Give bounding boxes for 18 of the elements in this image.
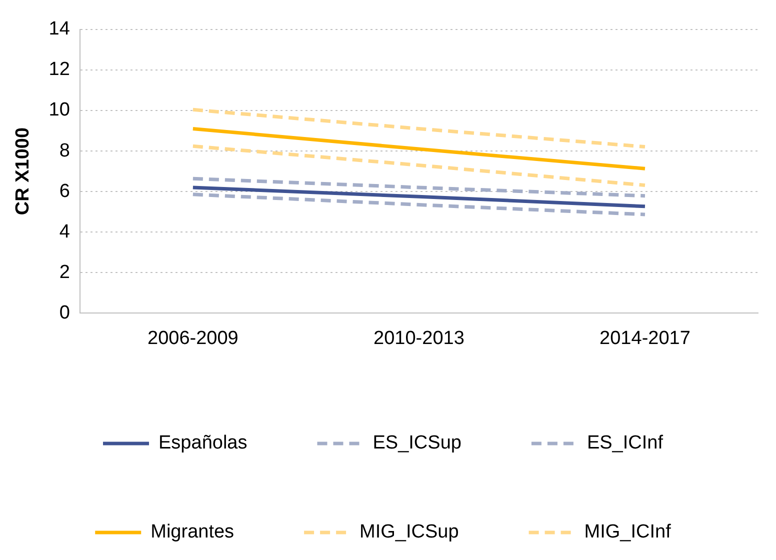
- y-tick-label: 4: [59, 221, 70, 242]
- x-tick-label: 2014-2017: [600, 328, 690, 349]
- legend-label: Migrantes: [150, 522, 234, 543]
- y-axis-title: CR X1000: [12, 127, 34, 216]
- legend-label: ES_ICSup: [372, 432, 462, 454]
- y-tick-label: 14: [48, 18, 70, 40]
- x-tick-label: 2010-2013: [374, 328, 464, 349]
- y-tick-label: 2: [59, 262, 70, 283]
- x-tick-label: 2006-2009: [148, 328, 238, 349]
- legend-label: MIG_ICSup: [360, 522, 459, 543]
- legend-label: ES_ICInf: [586, 432, 664, 454]
- y-tick-label: 0: [59, 302, 70, 324]
- y-tick-label: 10: [48, 100, 70, 121]
- legend-label: Españolas: [158, 432, 248, 454]
- y-tick-label: 12: [48, 59, 70, 80]
- y-tick-label: 6: [59, 180, 70, 202]
- y-tick-label: 8: [59, 140, 70, 162]
- legend-label: MIG_ICInf: [584, 522, 672, 543]
